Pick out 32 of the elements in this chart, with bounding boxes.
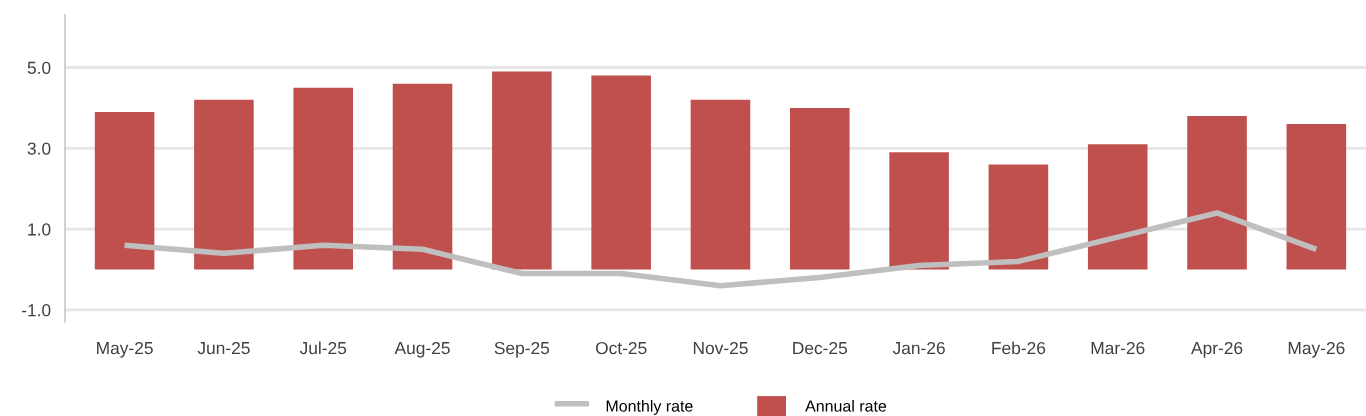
bar [690,99,751,270]
x-tick-label: Dec-25 [793,341,848,355]
x-tick-label: Mar-26 [1091,341,1145,355]
x-tick-label: Feb-26 [992,341,1046,355]
y-tick-label: 1.0 [28,223,51,236]
x-tick-label: Jun-25 [197,341,250,355]
bar [1087,144,1148,270]
x-tick-label: Apr-26 [1191,341,1243,358]
bar [1286,124,1347,270]
y-tick-label: 3.0 [27,142,51,155]
bar [591,75,651,270]
x-tick-label: Aug-25 [394,341,450,358]
bar [194,99,254,270]
bar [1187,115,1247,270]
x-tick-label: Sep-25 [494,341,550,358]
bar [492,71,552,270]
x-tick-label: May-26 [1288,341,1345,358]
legend-label: Monthly rate [606,400,693,415]
y-tick-label: -1.0 [21,304,51,317]
bar [392,83,453,270]
bar [293,87,354,270]
bar [94,111,155,270]
x-tick-label: Oct-25 [595,341,647,355]
x-tick-label: Jan-26 [892,341,945,355]
bar [889,152,949,270]
y-tick-label: 5.0 [27,61,51,74]
x-tick-label: Nov-25 [693,341,748,355]
bar [988,164,1049,270]
x-tick-label: Jul-25 [299,341,347,355]
bar [789,107,850,270]
legend-label: Annual rate [805,400,887,412]
x-tick-label: May-25 [97,341,153,358]
